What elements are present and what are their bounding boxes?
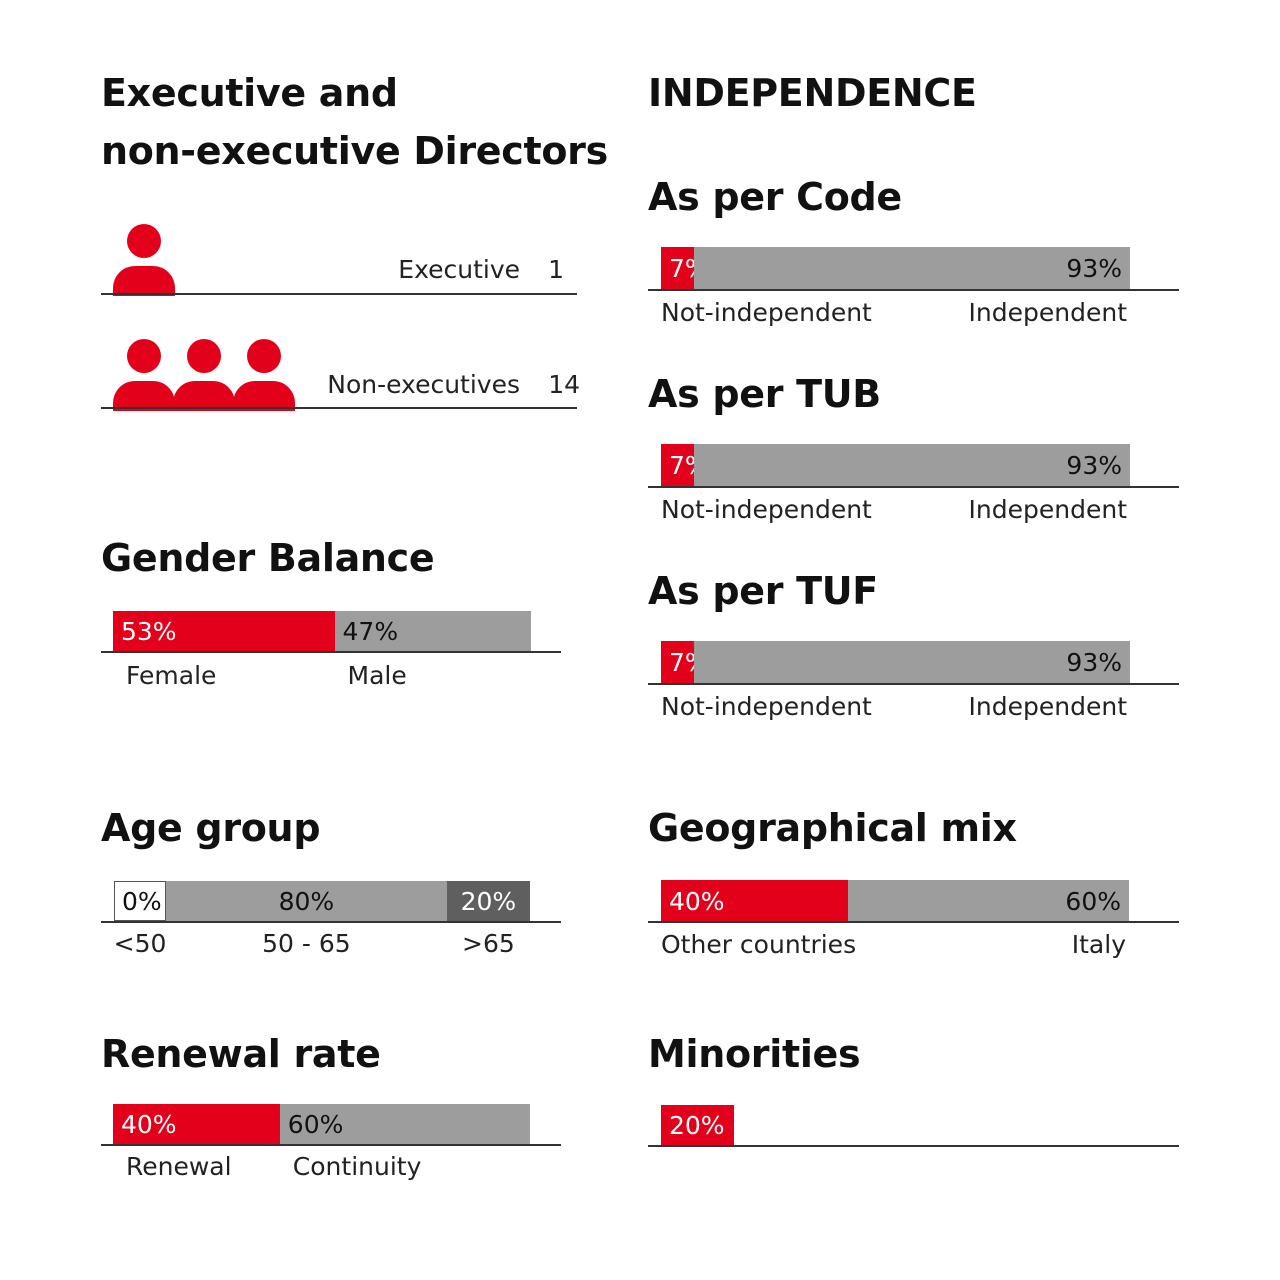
gender-category-label: Female: [126, 661, 217, 690]
person-icon: [173, 339, 235, 411]
geo-value-label: 60%: [1065, 886, 1121, 916]
age-category-label: <50: [113, 929, 167, 958]
tub-bar-independent: [693, 444, 1130, 486]
geo-category-label: Italy: [1071, 930, 1126, 959]
age-bar-65: [446, 881, 530, 921]
age-category-label: >65: [462, 929, 515, 958]
age-bar-50-65: [166, 881, 447, 921]
geo-bar-other-countries: [661, 880, 849, 921]
independence-title: INDEPENDENCE: [648, 71, 977, 115]
age-value-label: 0%: [122, 887, 162, 916]
renewal-bar-renewal: [113, 1104, 280, 1144]
tuf-bar-independent: [693, 641, 1130, 683]
gender-value-label: 53%: [121, 617, 177, 646]
tuf-value-label: 93%: [1066, 648, 1122, 677]
gender-bar-female: [113, 611, 335, 651]
renewal-value-label: 40%: [121, 1110, 177, 1139]
tuf-baseline: [648, 683, 1179, 685]
gender-title: Gender Balance: [101, 536, 435, 580]
age-bar-50: [114, 881, 166, 921]
non-executive-label: Non-executives: [327, 370, 520, 399]
age-category-label: 50 - 65: [262, 929, 351, 958]
gender-bar-male: [334, 611, 531, 651]
executive-label: Executive: [398, 255, 520, 284]
tub-category-label: Not-independent: [661, 495, 872, 524]
directors-title-line1: Executive and: [101, 71, 398, 115]
tuf-category-label: Not-independent: [661, 692, 872, 721]
directors-title-line2: non-executive Directors: [101, 129, 608, 173]
renewal-category-label: Renewal: [126, 1152, 232, 1181]
tub-value-label: 93%: [1066, 451, 1122, 480]
code-category-label: Not-independent: [661, 298, 872, 327]
code-baseline: [648, 289, 1179, 291]
age-value-label: 80%: [278, 887, 335, 916]
renewal-value-label: 60%: [287, 1110, 344, 1139]
tuf-bar-not-independent: [661, 641, 694, 683]
minorities-value-label: 20%: [669, 1111, 725, 1140]
person-icon: [233, 339, 295, 411]
code-title: As per Code: [648, 175, 902, 219]
tub-bar-not-independent: [661, 444, 694, 486]
tub-category-label: Independent: [968, 495, 1127, 524]
tuf-title: As per TUF: [648, 569, 878, 613]
geo-value-label: 40%: [669, 886, 725, 916]
geo-title: Geographical mix: [648, 806, 1017, 850]
gender-baseline: [101, 651, 561, 653]
code-bar-not-independent: [661, 247, 694, 289]
code-value-label: 93%: [1066, 254, 1122, 283]
non-executive-baseline: [101, 407, 577, 409]
minorities-baseline: [648, 1145, 1179, 1147]
tub-title: As per TUB: [648, 372, 881, 416]
non-executive-count: 14: [548, 370, 580, 399]
renewal-title: Renewal rate: [101, 1032, 381, 1076]
tuf-category-label: Independent: [968, 692, 1127, 721]
code-category-label: Independent: [968, 298, 1127, 327]
renewal-category-label: Continuity: [292, 1152, 422, 1181]
renewal-bar-continuity: [279, 1104, 530, 1144]
person-icon: [113, 339, 175, 411]
person-icon: [113, 224, 175, 296]
executive-baseline: [101, 293, 577, 295]
geo-baseline: [648, 921, 1179, 923]
minorities-title: Minorities: [648, 1032, 861, 1076]
age-baseline: [101, 921, 561, 923]
renewal-baseline: [101, 1144, 561, 1146]
gender-category-label: Male: [347, 661, 407, 690]
geo-bar-italy: [848, 880, 1129, 921]
code-bar-independent: [693, 247, 1130, 289]
gender-value-label: 47%: [342, 617, 399, 646]
geo-category-label: Other countries: [661, 930, 857, 959]
executive-count: 1: [548, 255, 564, 284]
age-value-label: 20%: [460, 887, 517, 916]
minorities-bar-value: [661, 1105, 734, 1145]
tub-baseline: [648, 486, 1179, 488]
age-title: Age group: [101, 806, 321, 850]
